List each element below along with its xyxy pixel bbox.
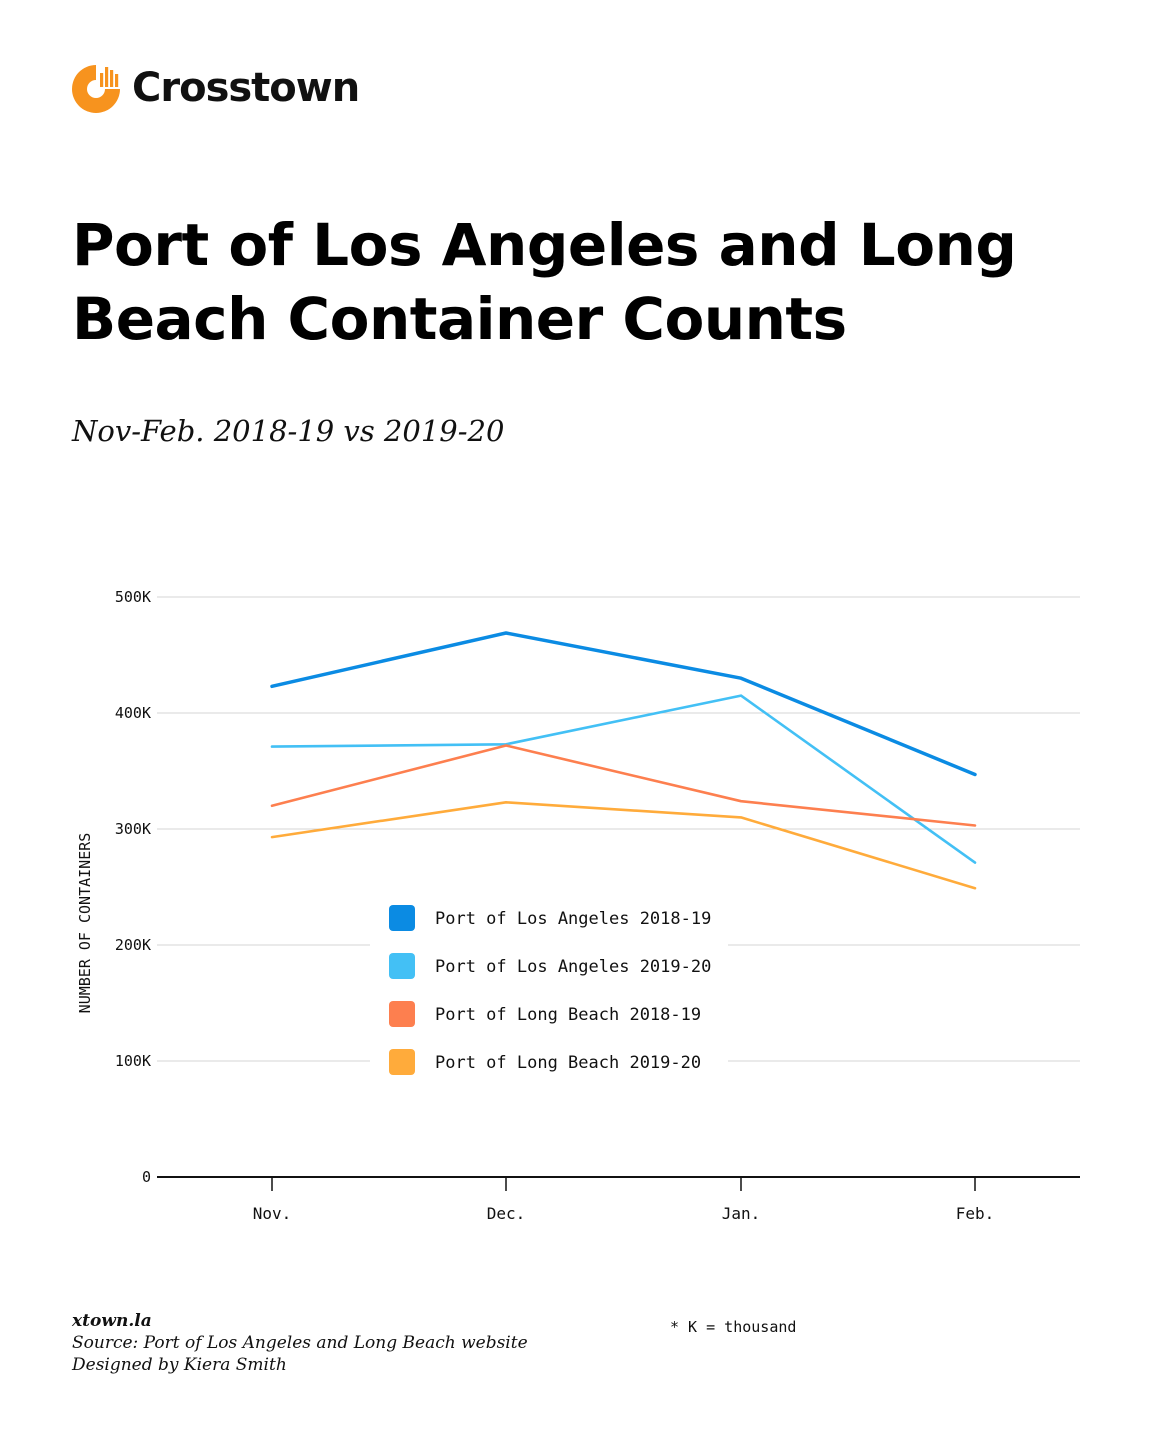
footer: xtown.la Source: Port of Los Angeles and… [72,1310,528,1376]
y-tick-label: 200K [115,936,151,954]
legend-swatch [389,953,415,979]
y-axis-label: NUMBER OF CONTAINERS [76,833,94,1014]
x-tick-label: Dec. [487,1204,526,1223]
y-tick-label: 400K [115,704,151,722]
y-tick-label: 0 [142,1168,151,1186]
y-tick-label: 300K [115,820,151,838]
series-line-4 [270,801,977,890]
x-tick-label: Feb. [956,1204,995,1223]
series-lines [270,631,977,890]
source-text: Source: Port of Los Angeles and Long Bea… [72,1333,528,1353]
legend-swatch [389,905,415,931]
x-tick-label: Jan. [722,1204,761,1223]
site-link[interactable]: xtown.la [72,1311,152,1331]
series-line-2 [270,694,977,864]
brand[interactable]: Crosstown [70,60,360,116]
x-tick-label: Nov. [253,1204,292,1223]
legend-label: Port of Long Beach 2019-20 [435,1053,701,1073]
legend-swatch [389,1001,415,1027]
legend-label: Port of Los Angeles 2019-20 [435,957,711,977]
brand-name: Crosstown [132,65,360,111]
y-tick-label: 500K [115,588,151,606]
unit-note: * K = thousand [670,1318,797,1336]
axes: 0 100K 200K 300K 400K 500K Nov. Dec. Jan. Feb. NUM… [76,588,1080,1223]
legend-label: Port of Long Beach 2018-19 [435,1005,701,1025]
chart-title: Port of Los Angeles and Long Beach Conta… [72,211,1017,353]
legend-background [370,897,728,1093]
legend: Port of Los Angeles 2018-19 Port of Los A… [370,897,728,1093]
y-tick-label: 100K [115,1052,151,1070]
crosstown-logo-icon [72,65,124,113]
series-line-3 [270,744,977,827]
legend-label: Port of Los Angeles 2018-19 [435,909,711,929]
legend-swatch [389,1049,415,1075]
designer-credit: Designed by Kiera Smith [72,1355,287,1375]
series-line-1 [270,631,977,777]
line-chart: 0 100K 200K 300K 400K 500K Nov. Dec. Jan. Feb. NUM… [76,588,1080,1223]
chart-subtitle: Nov-Feb. 2018-19 vs 2019-20 [72,414,505,448]
